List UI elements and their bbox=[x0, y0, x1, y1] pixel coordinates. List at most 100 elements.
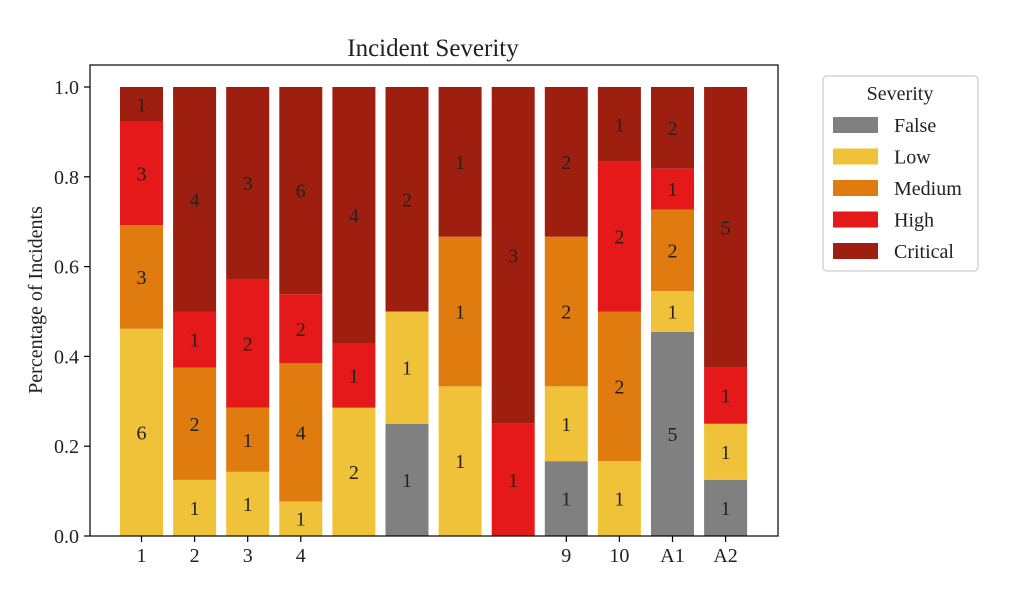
bar-segment bbox=[544, 236, 588, 387]
bar-segment bbox=[173, 479, 217, 536]
data-label: 2 bbox=[243, 334, 253, 356]
x-tick-label: 1 bbox=[137, 545, 147, 567]
legend-label: False bbox=[894, 115, 936, 137]
x-tick-label: 9 bbox=[561, 545, 571, 567]
legend-label: Critical bbox=[894, 241, 954, 263]
data-label: 1 bbox=[668, 179, 678, 201]
bar-segment bbox=[438, 236, 482, 387]
data-label: 1 bbox=[614, 114, 624, 136]
data-label: 1 bbox=[561, 414, 571, 436]
y-tick-label: 0.6 bbox=[54, 257, 79, 279]
x-tick-label: 3 bbox=[243, 545, 253, 567]
bar-segment bbox=[704, 367, 748, 424]
bar-segment bbox=[279, 294, 323, 364]
legend-label: High bbox=[894, 210, 934, 232]
x-tick-label: 10 bbox=[609, 545, 629, 567]
plot-frame bbox=[89, 64, 779, 537]
data-label: 3 bbox=[508, 245, 518, 267]
legend-swatch bbox=[833, 117, 878, 133]
x-tick-label: 4 bbox=[296, 545, 306, 567]
data-label: 1 bbox=[455, 451, 465, 473]
bar-segment bbox=[226, 87, 270, 280]
bar-segment bbox=[597, 311, 641, 462]
bar-segment bbox=[332, 87, 376, 344]
bar-segment bbox=[651, 209, 694, 292]
bar-segment bbox=[332, 407, 376, 536]
data-label: 1 bbox=[402, 470, 412, 492]
legend-swatch bbox=[833, 211, 878, 228]
bar-segment bbox=[385, 423, 429, 536]
bar-segment bbox=[704, 423, 748, 480]
data-label: 1 bbox=[668, 302, 678, 324]
data-label: 1 bbox=[243, 494, 253, 516]
data-label: 6 bbox=[296, 181, 306, 203]
bar-segment bbox=[651, 168, 694, 210]
legend-swatch bbox=[833, 148, 878, 165]
bar-segment bbox=[173, 367, 217, 480]
data-label: 3 bbox=[137, 267, 147, 289]
legend: Severity False Low Medium High Critical bbox=[822, 75, 979, 272]
data-label: 2 bbox=[561, 152, 571, 174]
data-label: 2 bbox=[614, 376, 624, 398]
data-label: 1 bbox=[455, 302, 465, 324]
data-label: 1 bbox=[402, 358, 412, 380]
legend-label: Medium bbox=[894, 178, 962, 200]
bar-segment bbox=[597, 461, 641, 536]
legend-label: Low bbox=[894, 147, 931, 169]
y-tick-label: 0.4 bbox=[54, 346, 79, 368]
bar-segment bbox=[651, 291, 694, 332]
data-label: 1 bbox=[614, 489, 624, 511]
data-label: 1 bbox=[190, 498, 200, 520]
bar-segment bbox=[597, 87, 641, 162]
bar-segment bbox=[173, 87, 217, 312]
bar-segment bbox=[385, 311, 429, 424]
bar-segment bbox=[438, 386, 482, 536]
data-label: 6 bbox=[137, 422, 147, 444]
bar-segment bbox=[279, 363, 323, 502]
data-label: 1 bbox=[561, 489, 571, 511]
y-axis-label: Percentage of Incidents bbox=[25, 206, 47, 394]
bar-segment bbox=[120, 121, 163, 226]
data-label: 5 bbox=[668, 424, 678, 446]
y-tick-label: 1.0 bbox=[54, 77, 79, 99]
x-tick-label: 2 bbox=[190, 545, 200, 567]
bar-segment bbox=[173, 311, 217, 368]
data-label: 2 bbox=[614, 227, 624, 249]
legend-swatch bbox=[833, 243, 878, 259]
data-label: 1 bbox=[190, 330, 200, 352]
data-label: 1 bbox=[721, 442, 731, 464]
bar-segment bbox=[544, 87, 588, 237]
bar-segment bbox=[385, 87, 429, 312]
bar-segment bbox=[226, 279, 270, 408]
bar-segment bbox=[279, 501, 323, 536]
chart-title: Incident Severity bbox=[347, 35, 519, 62]
bar-segment bbox=[226, 407, 270, 472]
data-label: 1 bbox=[508, 470, 518, 492]
data-label: 1 bbox=[349, 366, 359, 388]
data-label: 2 bbox=[349, 462, 359, 484]
axes-layer: 0.0 0.2 0.4 0.6 0.8 1.0 1 2 3 4 9 10 A1 A2 bbox=[54, 64, 779, 567]
bar-segment bbox=[120, 225, 163, 329]
y-tick-label: 0.8 bbox=[54, 167, 79, 189]
bar-segment bbox=[120, 87, 163, 122]
bar-segment bbox=[704, 479, 748, 536]
data-label: 1 bbox=[455, 152, 465, 174]
bar-segment bbox=[651, 331, 694, 536]
bar-segment bbox=[704, 87, 748, 368]
data-label: 1 bbox=[243, 430, 253, 452]
bar-segment bbox=[279, 87, 323, 295]
data-label: 1 bbox=[296, 509, 306, 531]
bar-segment bbox=[491, 423, 535, 536]
bar-segment bbox=[651, 87, 694, 169]
bar-segment bbox=[491, 87, 535, 424]
data-label: 4 bbox=[296, 422, 306, 444]
y-tick-label: 0.0 bbox=[54, 526, 79, 548]
bar-segment bbox=[544, 461, 588, 536]
bar-segment bbox=[226, 471, 270, 536]
data-label: 1 bbox=[721, 386, 731, 408]
bar-segment bbox=[597, 161, 641, 312]
data-label: 2 bbox=[561, 302, 571, 324]
data-label: 2 bbox=[190, 414, 200, 436]
data-label: 5 bbox=[721, 217, 731, 239]
